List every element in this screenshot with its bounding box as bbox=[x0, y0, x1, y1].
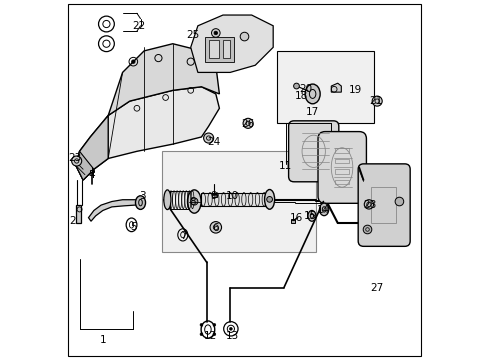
Bar bbox=[334, 170, 348, 174]
Polygon shape bbox=[201, 193, 265, 206]
Polygon shape bbox=[330, 83, 341, 92]
Text: 3: 3 bbox=[139, 191, 145, 201]
Circle shape bbox=[131, 60, 135, 63]
Circle shape bbox=[190, 198, 198, 205]
Polygon shape bbox=[88, 200, 142, 221]
Text: 24: 24 bbox=[207, 138, 220, 147]
Polygon shape bbox=[76, 205, 81, 223]
Text: 4: 4 bbox=[89, 170, 95, 180]
Ellipse shape bbox=[319, 203, 328, 216]
FancyBboxPatch shape bbox=[357, 164, 409, 246]
Text: 22: 22 bbox=[132, 21, 145, 31]
Circle shape bbox=[212, 323, 215, 326]
Circle shape bbox=[293, 83, 299, 89]
Text: 10: 10 bbox=[225, 191, 238, 201]
Text: 8: 8 bbox=[189, 197, 195, 207]
Circle shape bbox=[211, 29, 220, 37]
Bar bbox=[211, 194, 217, 197]
Circle shape bbox=[363, 225, 371, 234]
Circle shape bbox=[214, 31, 217, 35]
Text: 20: 20 bbox=[298, 84, 311, 94]
Bar bbox=[223, 40, 230, 58]
Polygon shape bbox=[190, 15, 273, 72]
Ellipse shape bbox=[305, 84, 320, 104]
Text: 6: 6 bbox=[212, 224, 219, 233]
Ellipse shape bbox=[187, 190, 201, 213]
Bar bbox=[162, 151, 316, 252]
Bar bbox=[90, 170, 94, 172]
Bar bbox=[334, 148, 348, 153]
Circle shape bbox=[229, 327, 232, 330]
Bar bbox=[370, 187, 395, 223]
Ellipse shape bbox=[163, 190, 171, 210]
Text: 14: 14 bbox=[316, 206, 329, 216]
Bar bbox=[208, 40, 219, 58]
Text: 2: 2 bbox=[69, 216, 76, 226]
Text: 1: 1 bbox=[100, 334, 106, 345]
Text: 7: 7 bbox=[180, 231, 186, 240]
Text: 23: 23 bbox=[68, 153, 81, 163]
Ellipse shape bbox=[307, 211, 315, 221]
Text: 17: 17 bbox=[305, 107, 319, 117]
Text: 16: 16 bbox=[289, 213, 303, 222]
Polygon shape bbox=[76, 116, 108, 180]
Text: 26: 26 bbox=[241, 120, 254, 129]
Circle shape bbox=[364, 200, 373, 209]
Polygon shape bbox=[76, 87, 219, 180]
Circle shape bbox=[240, 32, 248, 41]
Bar bbox=[276, 51, 373, 123]
Text: 25: 25 bbox=[185, 30, 199, 40]
Bar bbox=[334, 180, 348, 184]
Ellipse shape bbox=[264, 189, 274, 209]
Text: 28: 28 bbox=[363, 200, 376, 210]
Circle shape bbox=[72, 156, 81, 166]
Circle shape bbox=[394, 197, 403, 206]
Circle shape bbox=[210, 222, 221, 233]
Ellipse shape bbox=[135, 196, 145, 210]
Polygon shape bbox=[108, 44, 219, 116]
Text: 18: 18 bbox=[295, 91, 308, 101]
Text: 19: 19 bbox=[348, 85, 362, 95]
FancyBboxPatch shape bbox=[317, 132, 366, 203]
Circle shape bbox=[243, 118, 253, 129]
Text: 13: 13 bbox=[225, 331, 238, 341]
Circle shape bbox=[200, 323, 203, 326]
Text: 5: 5 bbox=[130, 222, 136, 231]
Circle shape bbox=[203, 133, 213, 143]
Text: 15: 15 bbox=[304, 211, 317, 221]
Text: 9: 9 bbox=[210, 191, 217, 201]
FancyBboxPatch shape bbox=[288, 121, 338, 182]
Text: 27: 27 bbox=[370, 283, 383, 293]
Text: 12: 12 bbox=[203, 331, 217, 341]
Text: 11: 11 bbox=[279, 161, 292, 171]
Circle shape bbox=[212, 333, 215, 336]
Bar bbox=[204, 37, 233, 62]
Text: 21: 21 bbox=[368, 96, 381, 106]
Bar bbox=[334, 159, 348, 163]
Circle shape bbox=[371, 96, 382, 106]
Circle shape bbox=[200, 333, 203, 336]
Circle shape bbox=[266, 197, 272, 202]
Polygon shape bbox=[76, 151, 94, 180]
Bar bbox=[290, 219, 295, 223]
